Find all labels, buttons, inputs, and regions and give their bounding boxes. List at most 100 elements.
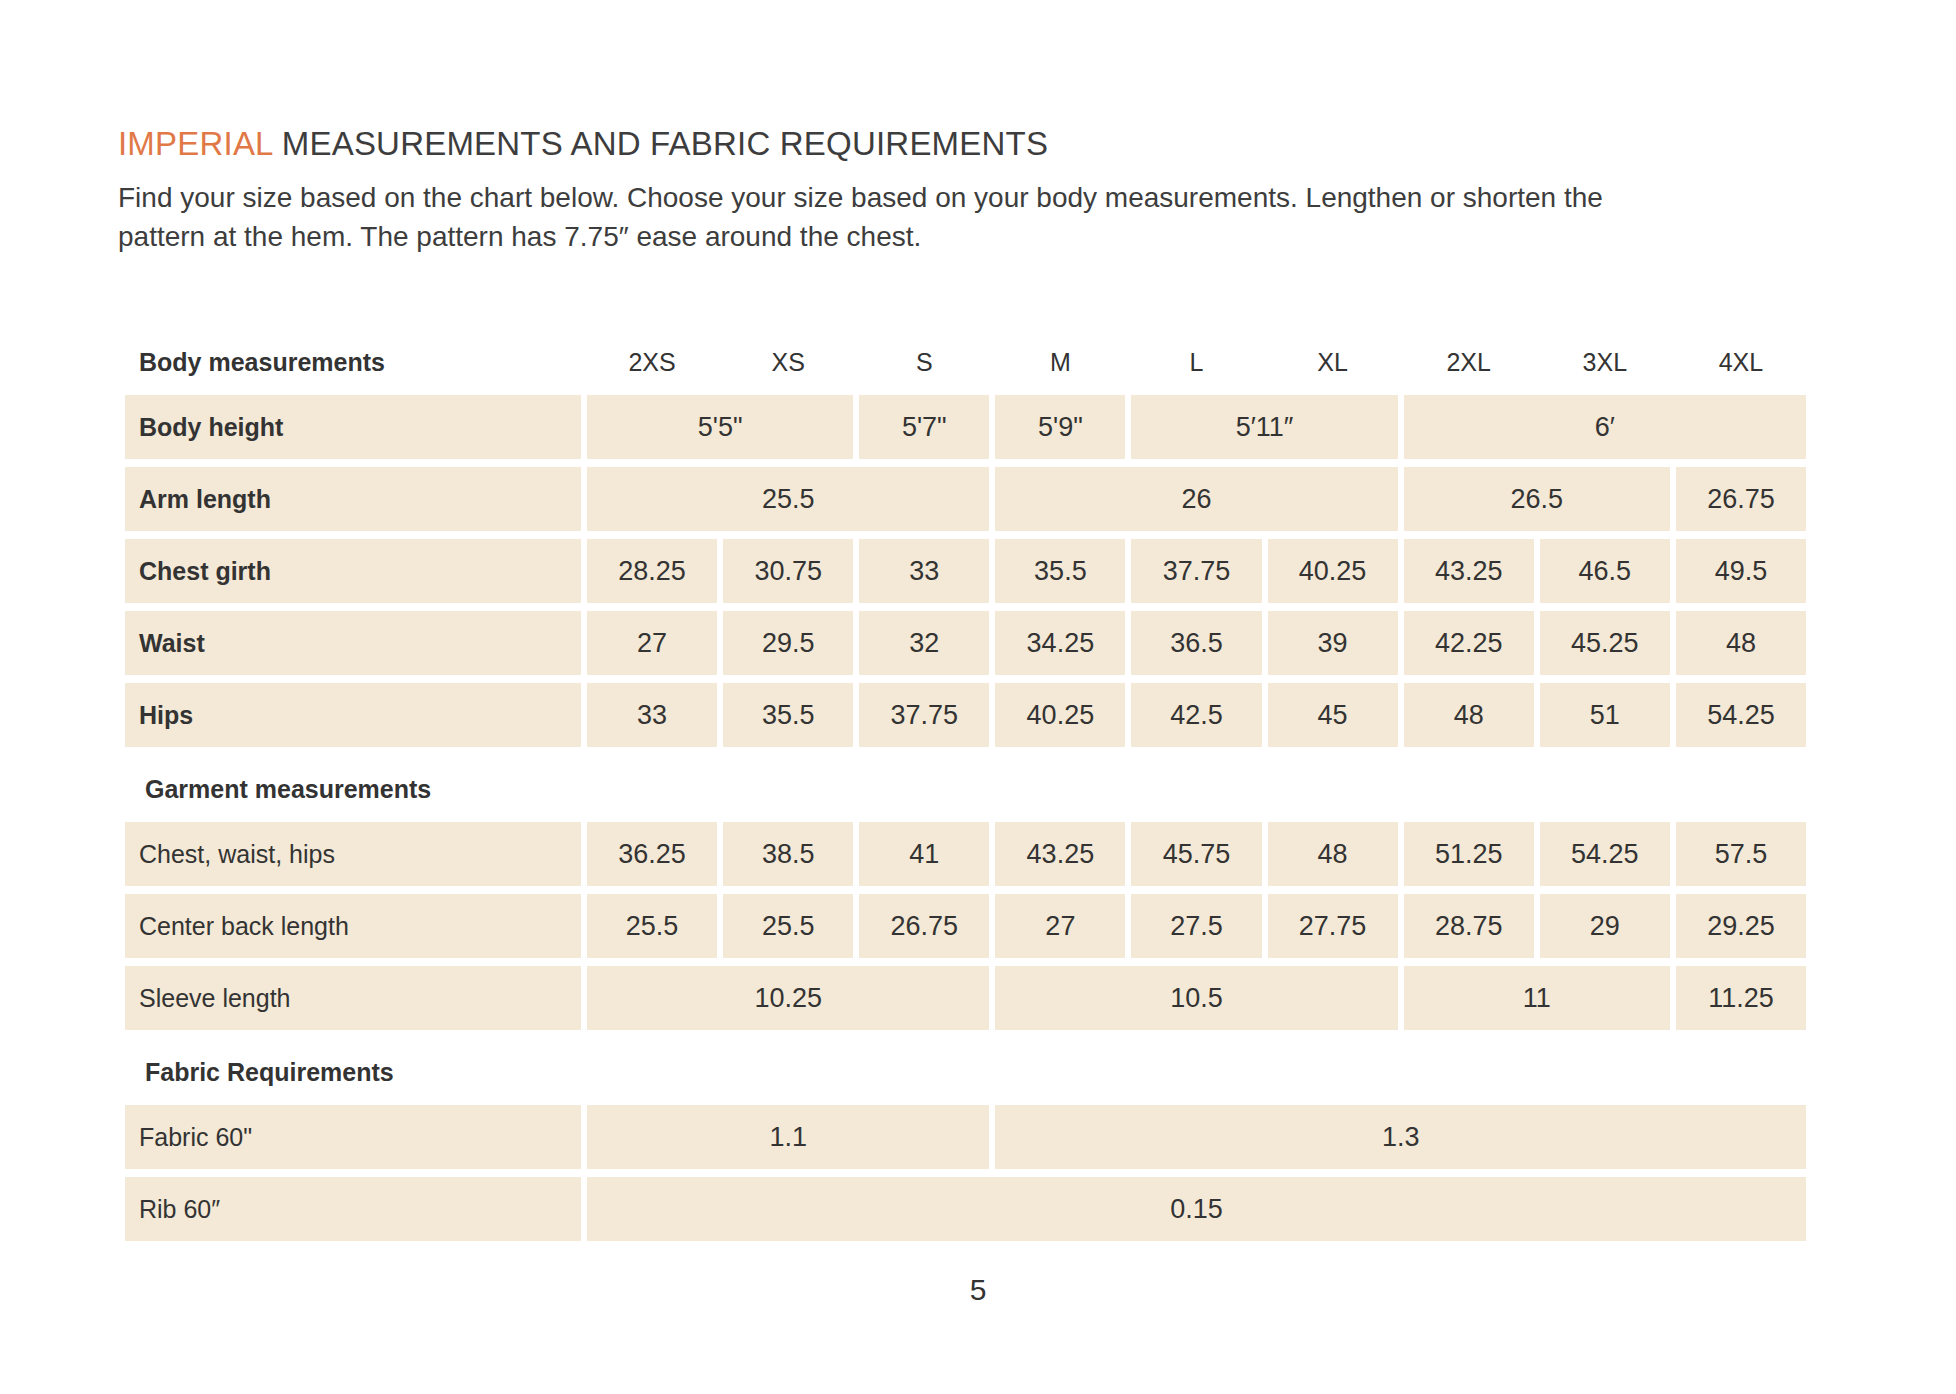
table-cell: 45.75 <box>1131 822 1261 886</box>
row-label: Sleeve length <box>125 966 581 1030</box>
table-cell: 48 <box>1268 822 1398 886</box>
row-label: Rib 60″ <box>125 1177 581 1241</box>
page-title-highlight: IMPERIAL <box>118 125 272 162</box>
table-cell: 29.25 <box>1676 894 1806 958</box>
row-label: Waist <box>125 611 581 675</box>
row-label: Arm length <box>125 467 581 531</box>
document-page: IMPERIAL MEASUREMENTS AND FABRIC REQUIRE… <box>0 0 1956 1241</box>
size-chart-table: Body measurements 2XS XS S M L XL 2XL 3X… <box>125 345 1806 1241</box>
size-header-xl: XL <box>1268 348 1398 377</box>
table-cell: 51 <box>1540 683 1670 747</box>
size-header-s: S <box>859 348 989 377</box>
table-cell: 57.5 <box>1676 822 1806 886</box>
table-cell: 29 <box>1540 894 1670 958</box>
column-header-label: Body measurements <box>125 348 581 377</box>
table-cell: 26.75 <box>1676 467 1806 531</box>
table-cell: 42.5 <box>1131 683 1261 747</box>
table-cell: 33 <box>587 683 717 747</box>
table-column-headers: Body measurements 2XS XS S M L XL 2XL 3X… <box>125 345 1806 377</box>
size-header-2xs: 2XS <box>587 348 717 377</box>
table-cell: 25.5 <box>723 894 853 958</box>
size-header-3xl: 3XL <box>1540 348 1670 377</box>
table-cell: 51.25 <box>1404 822 1534 886</box>
table-cell: 26 <box>995 467 1397 531</box>
intro-line: pattern at the hem. The pattern has 7.75… <box>118 217 1838 256</box>
section-title-fabric: Fabric Requirements <box>125 1060 1806 1085</box>
table-cell: 27 <box>587 611 717 675</box>
table-cell: 26.75 <box>859 894 989 958</box>
table-row-chest-girth: Chest girth 28.25 30.75 33 35.5 37.75 40… <box>125 539 1806 603</box>
row-label: Center back length <box>125 894 581 958</box>
table-cell: 34.25 <box>995 611 1125 675</box>
row-label: Chest, waist, hips <box>125 822 581 886</box>
table-row-sleeve-length: Sleeve length 10.25 10.5 11 11.25 <box>125 966 1806 1030</box>
table-cell: 45.25 <box>1540 611 1670 675</box>
row-label: Fabric 60" <box>125 1105 581 1169</box>
table-cell: 30.75 <box>723 539 853 603</box>
table-cell: 11 <box>1404 966 1670 1030</box>
table-cell: 40.25 <box>995 683 1125 747</box>
row-label: Hips <box>125 683 581 747</box>
table-cell: 45 <box>1268 683 1398 747</box>
table-cell: 25.5 <box>587 894 717 958</box>
table-cell: 37.75 <box>1131 539 1261 603</box>
table-row-arm-length: Arm length 25.5 26 26.5 26.75 <box>125 467 1806 531</box>
table-cell: 26.5 <box>1404 467 1670 531</box>
table-cell: 54.25 <box>1540 822 1670 886</box>
table-row-rib-60: Rib 60″ 0.15 <box>125 1177 1806 1241</box>
row-label: Chest girth <box>125 539 581 603</box>
table-cell: 37.75 <box>859 683 989 747</box>
table-cell: 25.5 <box>587 467 989 531</box>
table-cell: 10.5 <box>995 966 1397 1030</box>
size-header-4xl: 4XL <box>1676 348 1806 377</box>
table-row-hips: Hips 33 35.5 37.75 40.25 42.5 45 48 51 5… <box>125 683 1806 747</box>
table-cell: 36.5 <box>1131 611 1261 675</box>
table-cell: 6′ <box>1404 395 1806 459</box>
table-cell: 5'7" <box>859 395 989 459</box>
table-cell: 1.3 <box>995 1105 1806 1169</box>
table-cell: 35.5 <box>995 539 1125 603</box>
table-cell: 49.5 <box>1676 539 1806 603</box>
table-cell: 27 <box>995 894 1125 958</box>
table-cell: 35.5 <box>723 683 853 747</box>
table-row-waist: Waist 27 29.5 32 34.25 36.5 39 42.25 45.… <box>125 611 1806 675</box>
table-cell: 41 <box>859 822 989 886</box>
table-cell: 43.25 <box>995 822 1125 886</box>
table-row-fabric-60: Fabric 60" 1.1 1.3 <box>125 1105 1806 1169</box>
table-cell: 5'9" <box>995 395 1125 459</box>
size-header-l: L <box>1131 348 1261 377</box>
table-cell: 36.25 <box>587 822 717 886</box>
table-cell: 32 <box>859 611 989 675</box>
table-cell: 1.1 <box>587 1105 989 1169</box>
table-cell: 33 <box>859 539 989 603</box>
table-cell: 38.5 <box>723 822 853 886</box>
table-cell: 10.25 <box>587 966 989 1030</box>
table-cell: 48 <box>1404 683 1534 747</box>
table-cell: 40.25 <box>1268 539 1398 603</box>
page-number: 5 <box>0 1273 1956 1307</box>
table-cell: 54.25 <box>1676 683 1806 747</box>
table-cell: 27.5 <box>1131 894 1261 958</box>
table-cell: 5′11″ <box>1131 395 1397 459</box>
intro-paragraph: Find your size based on the chart below.… <box>118 178 1838 256</box>
page-title-rest: MEASUREMENTS AND FABRIC REQUIREMENTS <box>282 125 1048 162</box>
section-title-garment: Garment measurements <box>125 777 1806 802</box>
table-cell: 5'5" <box>587 395 853 459</box>
table-cell: 11.25 <box>1676 966 1806 1030</box>
size-header-xs: XS <box>723 348 853 377</box>
table-cell: 28.75 <box>1404 894 1534 958</box>
table-cell: 29.5 <box>723 611 853 675</box>
size-header-2xl: 2XL <box>1404 348 1534 377</box>
table-cell: 0.15 <box>587 1177 1806 1241</box>
table-row-chest-waist-hips: Chest, waist, hips 36.25 38.5 41 43.25 4… <box>125 822 1806 886</box>
table-cell: 39 <box>1268 611 1398 675</box>
size-header-m: M <box>995 348 1125 377</box>
table-cell: 42.25 <box>1404 611 1534 675</box>
page-title: IMPERIAL MEASUREMENTS AND FABRIC REQUIRE… <box>118 127 1838 160</box>
table-cell: 43.25 <box>1404 539 1534 603</box>
intro-line: Find your size based on the chart below.… <box>118 178 1838 217</box>
row-label: Body height <box>125 395 581 459</box>
table-cell: 27.75 <box>1268 894 1398 958</box>
table-cell: 28.25 <box>587 539 717 603</box>
table-cell: 48 <box>1676 611 1806 675</box>
